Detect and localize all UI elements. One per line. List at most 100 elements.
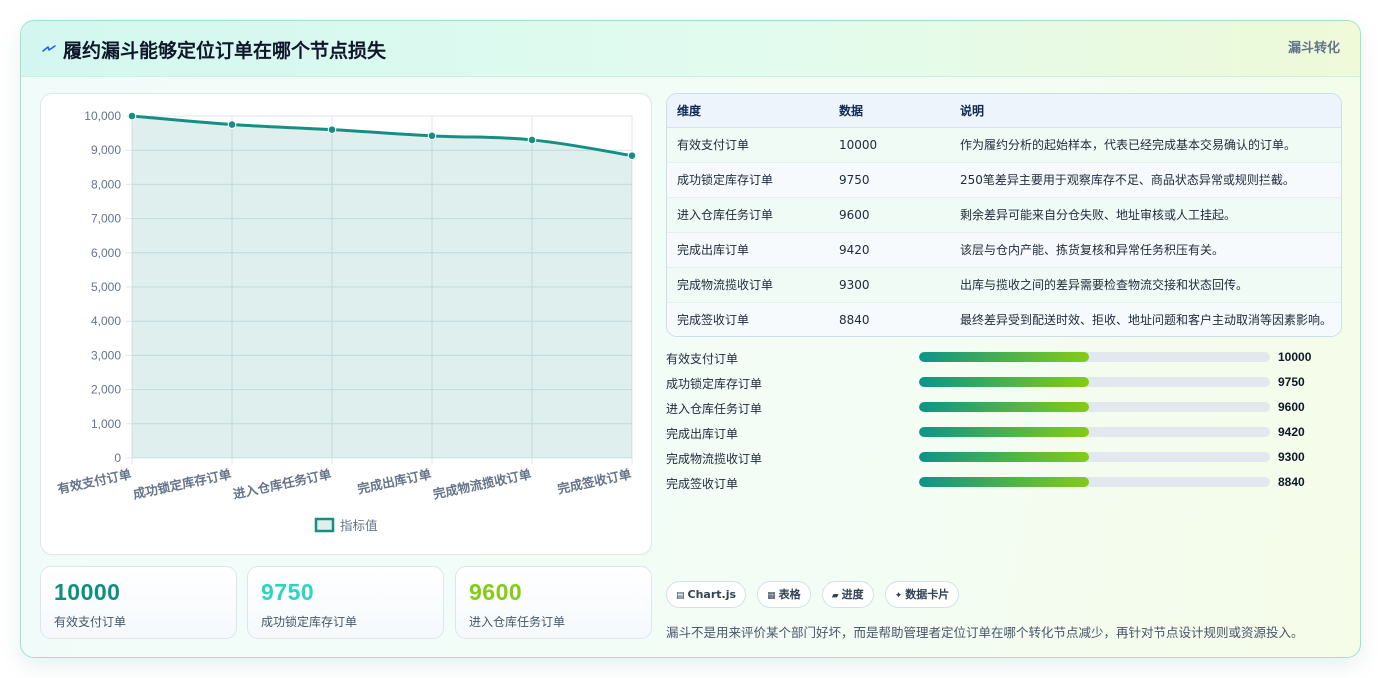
table-cell: 8840 xyxy=(829,302,950,336)
data-point xyxy=(627,151,637,160)
x-tick-label: 完成出库订单 xyxy=(356,466,433,496)
y-tick-label: 7,000 xyxy=(91,212,121,226)
y-tick-label: 3,000 xyxy=(91,348,121,362)
table-cell: 9750 xyxy=(829,162,950,198)
table-row: 完成物流揽收订单 9300 出库与揽收之间的差异需要检查物流交接和状态回传。 xyxy=(667,267,1341,303)
data-point xyxy=(227,120,237,129)
table-cell: 进入仓库任务订单 xyxy=(667,197,829,233)
page-title: 履约漏斗能够定位订单在哪个节点损失 xyxy=(63,40,387,62)
y-tick-label: 5,000 xyxy=(91,280,121,294)
x-tick-label: 完成物流揽收订单 xyxy=(432,466,533,502)
table-cell: 9420 xyxy=(829,232,950,268)
table-cell: 250笔差异主要用于观察库存不足、商品状态异常或规则拦截。 xyxy=(950,162,1341,198)
x-tick-label: 成功锁定库存订单 xyxy=(132,466,233,502)
stat-value: 9600 xyxy=(469,579,523,605)
series-area xyxy=(132,116,632,458)
line-chart: 0 1,000 2,000 3,000 4,000 5,000 6,000 7,000 8,00… xyxy=(56,109,637,533)
stat-card: 10000 有效支付订单 xyxy=(40,566,237,639)
data-point xyxy=(127,111,137,121)
progress-fill xyxy=(919,427,1090,437)
table-row: 完成签收订单 8840 最终差异受到配送时效、拒收、地址问题和客户主动取消等因素… xyxy=(667,302,1341,336)
progress-track xyxy=(919,402,1270,412)
progress-label: 进入仓库任务订单 xyxy=(666,402,763,416)
progress-label: 成功锁定库存订单 xyxy=(666,377,763,391)
progress-value: 9420 xyxy=(1278,425,1305,439)
funnel-card: 履约漏斗能够定位订单在哪个节点损失 漏斗转化 0 1,000 2,000 3,000 4… xyxy=(20,20,1361,658)
table-cell: 出库与揽收之间的差异需要检查物流交接和状态回传。 xyxy=(950,267,1341,303)
chart-points xyxy=(127,111,637,160)
stat-value: 9750 xyxy=(261,579,315,605)
table-cell: 成功锁定库存订单 xyxy=(667,162,829,198)
progress-row: 完成签收订单 8840 xyxy=(666,473,1342,498)
progress-label: 有效支付订单 xyxy=(666,352,739,366)
progress-value: 9600 xyxy=(1278,400,1305,414)
table-row: 成功锁定库存订单 9750 250笔差异主要用于观察库存不足、商品状态异常或规则… xyxy=(667,162,1341,198)
stat-label: 有效支付订单 xyxy=(54,615,127,629)
chip-label: 数据卡片 xyxy=(905,588,950,601)
table-cell: 完成物流揽收订单 xyxy=(667,267,829,303)
table-cell: 最终差异受到配送时效、拒收、地址问题和客户主动取消等因素影响。 xyxy=(950,302,1341,336)
stat-card: 9750 成功锁定库存订单 xyxy=(247,566,444,639)
table-cell: 剩余差异可能来自分仓失败、地址审核或人工挂起。 xyxy=(950,197,1341,233)
progress-row: 有效支付订单 10000 xyxy=(666,348,1342,373)
table-row: 进入仓库任务订单 9600 剩余差异可能来自分仓失败、地址审核或人工挂起。 xyxy=(667,197,1341,233)
progress-row: 完成物流揽收订单 9300 xyxy=(666,448,1342,473)
chip-progress[interactable]: ▰ 进度 xyxy=(821,581,874,608)
progress-fill xyxy=(919,377,1090,387)
footnote: 漏斗不是用来评价某个部门好坏，而是帮助管理者定位订单在哪个转化节点减少，再针对节… xyxy=(666,625,1304,640)
progress-value: 9300 xyxy=(1278,450,1305,464)
progress-row: 进入仓库任务订单 9600 xyxy=(666,398,1342,423)
table-cell: 10000 xyxy=(829,127,950,163)
y-tick-label: 9,000 xyxy=(91,143,121,157)
progress-track xyxy=(919,377,1270,387)
data-point xyxy=(427,131,437,141)
column-header-description: 说明 xyxy=(950,94,1341,128)
column-header-dimension: 维度 xyxy=(667,94,829,128)
progress-row: 完成出库订单 9420 xyxy=(666,423,1342,448)
chart-icon: ▤ xyxy=(676,591,685,601)
chart-legend[interactable]: 指标值 xyxy=(314,517,378,533)
y-tick-label: 4,000 xyxy=(91,314,121,328)
table-cell: 有效支付订单 xyxy=(667,127,829,163)
chip-label: 进度 xyxy=(841,588,864,601)
chip-chartjs[interactable]: ▤ Chart.js xyxy=(666,581,747,608)
chip-data-cards[interactable]: ✦ 数据卡片 xyxy=(884,581,960,608)
stat-value: 10000 xyxy=(54,579,121,605)
y-tick-label: 2,000 xyxy=(91,383,121,397)
progress-fill xyxy=(919,452,1090,462)
progress-label: 完成签收订单 xyxy=(666,477,739,491)
data-point xyxy=(527,135,537,145)
category-tag: 漏斗转化 xyxy=(1287,41,1340,56)
progress-fill xyxy=(919,477,1090,487)
legend-swatch xyxy=(314,517,335,533)
y-tick-label: 1,000 xyxy=(91,417,121,431)
progress-value: 8840 xyxy=(1278,475,1305,489)
lightning-icon xyxy=(42,45,56,52)
table-cell: 9600 xyxy=(829,197,950,233)
stat-card: 9600 进入仓库任务订单 xyxy=(455,566,652,639)
data-point xyxy=(327,125,337,134)
progress-value: 9750 xyxy=(1278,375,1305,389)
legend-label: 指标值 xyxy=(340,518,378,533)
chip-label: 表格 xyxy=(778,588,801,601)
chip-label: Chart.js xyxy=(687,588,737,601)
chart-area xyxy=(131,114,633,458)
table-cell: 完成签收订单 xyxy=(667,302,829,336)
y-tick-label: 8,000 xyxy=(91,177,121,191)
progress-list: 有效支付订单 10000 成功锁定库存订单 9750 进入仓库任务订单 9600… xyxy=(666,348,1342,498)
series-line xyxy=(131,114,633,158)
progress-track xyxy=(919,352,1270,362)
table-cell: 完成出库订单 xyxy=(667,232,829,268)
stat-label: 成功锁定库存订单 xyxy=(261,615,358,629)
table-cell: 9300 xyxy=(829,267,950,303)
progress-track xyxy=(919,477,1270,487)
tech-chips: ▤ Chart.js ▦ 表格 ▰ 进度 ✦ 数据卡片 xyxy=(666,581,965,608)
x-tick-label: 完成签收订单 xyxy=(556,466,633,496)
data-table: 维度 数据 说明 有效支付订单 10000 作为履约分析的起始样本，代表已经完成… xyxy=(666,93,1342,337)
chip-table[interactable]: ▦ 表格 xyxy=(757,581,811,608)
progress-fill xyxy=(919,352,1090,362)
table-row: 完成出库订单 9420 该层与仓内产能、拣货复核和异常任务积压有关。 xyxy=(667,232,1341,268)
stat-label: 进入仓库任务订单 xyxy=(469,615,566,629)
table-header-row: 维度 数据 说明 xyxy=(667,94,1341,128)
line-chart-panel: 0 1,000 2,000 3,000 4,000 5,000 6,000 7,000 8,00… xyxy=(40,93,652,555)
